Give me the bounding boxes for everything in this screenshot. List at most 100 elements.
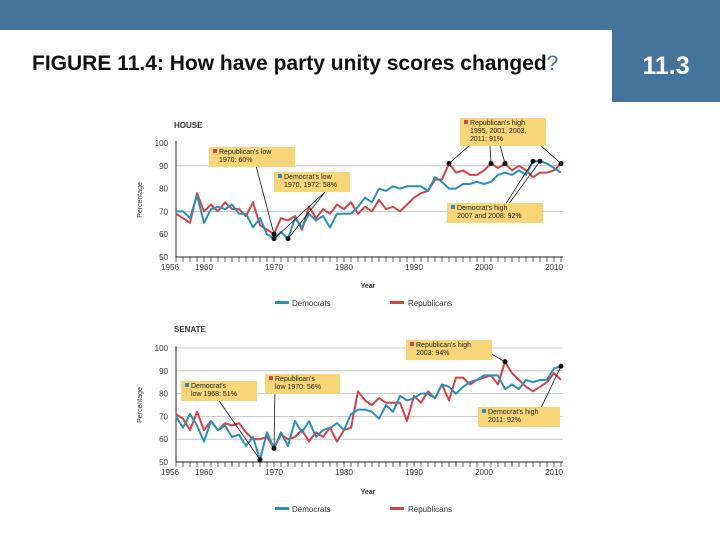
annotation-leader-line: [448, 144, 471, 164]
annotation-line: Republican's low: [219, 149, 272, 156]
x-tick-label: 2000: [475, 263, 493, 272]
x-tick-label: 1956: [161, 468, 179, 477]
annotation-line: Republican's high: [470, 120, 526, 127]
top-banner: [0, 0, 720, 30]
y-axis-label: Percentage: [137, 387, 144, 423]
annotation-line: 1995, 2001, 2003,: [470, 128, 527, 135]
section-badge: 11.3: [612, 30, 720, 102]
house-annotation-dem-low: Democrat's low 1970, 1972: 58%: [274, 172, 350, 192]
senate-annotation-rep-high: Republican's high 2003: 94%: [406, 340, 492, 360]
annotation-line: 2007 and 2008: 92%: [457, 213, 522, 220]
x-tick-label: 1990: [405, 263, 423, 272]
legend-democrats-swatch: [275, 507, 289, 510]
x-tick-label: 1970: [265, 468, 283, 477]
annotation-point: [502, 359, 508, 365]
page-title: FIGURE 11.4: How have party unity scores…: [32, 50, 592, 78]
annotation-leader-line: [499, 144, 506, 164]
house-annotation-dem-high: Democrat's high 2007 and 2008: 92%: [447, 203, 543, 223]
y-tick-label: 80: [159, 185, 168, 194]
democrat-marker-icon: [185, 383, 189, 387]
senate-annotation-rep-low: Republican's low 1970: 56%: [265, 374, 340, 394]
x-tick-label: 2000: [475, 468, 493, 477]
annotation-point: [502, 161, 508, 167]
y-tick-label: 50: [159, 458, 168, 467]
democrat-marker-icon: [278, 174, 282, 178]
x-tick-label: 2010: [545, 468, 563, 477]
title-text: FIGURE 11.4: How have party unity scores…: [32, 52, 547, 75]
y-tick-label: 70: [159, 207, 168, 216]
x-tick-label: 2010: [545, 263, 563, 272]
chart-title: HOUSE: [174, 121, 203, 130]
y-tick-label: 100: [155, 344, 169, 353]
y-tick-label: 80: [159, 390, 168, 399]
democrats-line: [175, 365, 562, 461]
annotation-leader-line: [539, 144, 562, 164]
x-tick-label: 1960: [195, 263, 213, 272]
legend-republicans-swatch: [390, 507, 404, 510]
annotation-leader-line: [254, 161, 275, 235]
republican-marker-icon: [213, 149, 217, 153]
annotation-line: Democrat's low: [284, 174, 332, 181]
republicans-line: [175, 360, 562, 450]
annotation-point: [257, 457, 263, 463]
legend-republicans-label: Republicans: [408, 505, 452, 514]
y-tick-label: 70: [159, 412, 168, 421]
y-tick-label: 100: [155, 139, 169, 148]
democrats-line: [176, 160, 562, 240]
annotation-point: [537, 158, 543, 164]
annotation-line: 1970, 1972: 58%: [284, 182, 337, 189]
republican-marker-icon: [464, 120, 468, 124]
annotation-point: [558, 363, 564, 369]
x-tick-label: 1980: [335, 468, 353, 477]
annotation-line: Democrat's: [191, 383, 227, 390]
annotation-line: Democrat's high: [488, 409, 539, 416]
legend-republicans-swatch: [390, 301, 404, 304]
annotation-line: Republican's: [275, 376, 315, 383]
annotation-line: low 1970: 56%: [275, 384, 321, 391]
annotation-leader-line: [489, 144, 492, 164]
annotation-leader-line: [273, 191, 326, 240]
x-tick-label: 1970: [265, 263, 283, 272]
senate-annotation-dem-low: Democrat's low 1968: 51%: [181, 381, 257, 401]
annotation-line: low 1968: 51%: [191, 391, 237, 398]
legend-democrats-label: Democrats: [292, 505, 331, 514]
annotation-leader-line: [507, 161, 541, 206]
democrat-marker-icon: [451, 205, 455, 209]
x-axis-label: Year: [361, 489, 376, 496]
annotation-line: 2011: 92%: [488, 417, 521, 424]
annotation-leader-line: [214, 394, 261, 460]
legend-democrats-label: Democrats: [292, 299, 331, 308]
senate-annotation-dem-high: Democrat's high 2011: 92%: [478, 407, 560, 427]
annotation-line: Democrat's high: [457, 205, 508, 212]
legend-republicans-label: Republicans: [408, 299, 452, 308]
republican-marker-icon: [410, 342, 414, 346]
house-annotation-rep-low: Republican's low 1970: 60%: [209, 147, 295, 167]
annotation-point: [488, 161, 494, 167]
annotation-line: 2003: 94%: [416, 350, 450, 357]
annotation-point: [271, 231, 277, 237]
y-tick-label: 50: [159, 253, 168, 262]
annotation-point: [530, 158, 536, 164]
title-question-mark: ?: [546, 52, 559, 75]
annotation-line: 2011: 91%: [470, 136, 503, 143]
annotation-point: [446, 161, 452, 167]
democrat-marker-icon: [482, 409, 486, 413]
annotation-leader-line: [539, 366, 562, 411]
annotation-point: [271, 445, 277, 451]
house-annotation-rep-high: Republican's high 1995, 2001, 2003, 2011: …: [460, 118, 546, 146]
x-tick-label: 1956: [161, 263, 179, 272]
annotation-point: [558, 161, 564, 167]
republicans-line: [175, 162, 562, 236]
x-axis-label: Year: [361, 283, 376, 290]
annotation-line: 1970: 60%: [219, 157, 253, 164]
x-tick-label: 1990: [405, 468, 423, 477]
annotation-leader-line: [273, 389, 276, 449]
annotation-line: Republican's high: [416, 342, 472, 349]
republican-marker-icon: [269, 376, 273, 380]
y-tick-label: 60: [159, 435, 168, 444]
legend-democrats-swatch: [275, 301, 289, 304]
annotation-leader-line: [287, 191, 326, 240]
annotation-leader-line: [504, 161, 534, 206]
y-tick-label: 60: [159, 230, 168, 239]
